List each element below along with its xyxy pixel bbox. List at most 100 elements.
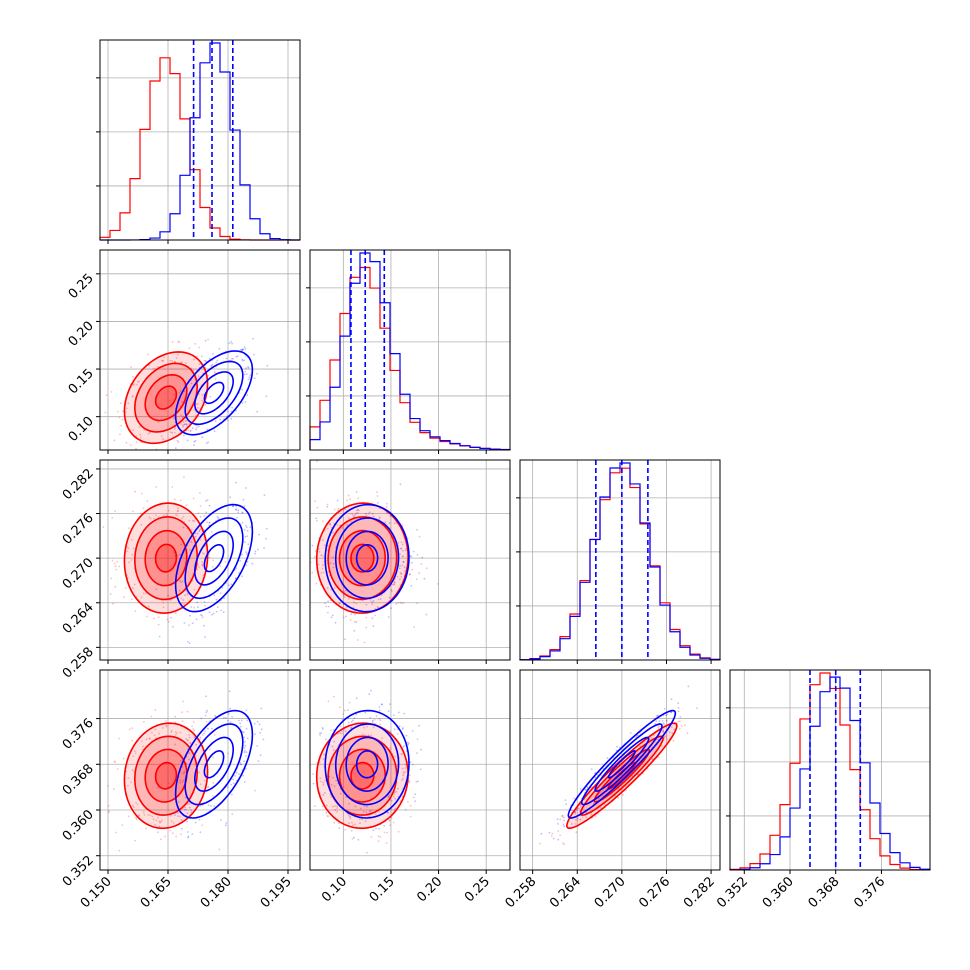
sample-point <box>400 541 403 544</box>
sample-point <box>181 602 183 605</box>
sample-point <box>188 519 191 522</box>
sample-point <box>370 809 372 812</box>
sample-point <box>213 734 216 736</box>
sample-point <box>133 583 136 586</box>
sample-point <box>201 616 204 619</box>
sample-point <box>339 732 342 734</box>
sample-point <box>353 836 355 839</box>
sample-point <box>561 814 564 817</box>
sample-point <box>198 363 201 365</box>
sample-point <box>176 732 178 735</box>
y-tick-label: 0.376 <box>60 716 97 753</box>
sample-point <box>259 754 262 757</box>
sample-point <box>127 777 130 779</box>
sample-point <box>171 832 174 835</box>
sample-point <box>253 722 256 725</box>
sample-point <box>349 817 352 819</box>
sample-point <box>169 431 172 434</box>
sample-point <box>253 353 255 356</box>
sample-point <box>159 821 161 824</box>
sample-point <box>223 717 225 719</box>
sample-point <box>684 724 686 727</box>
sample-point <box>236 516 238 519</box>
sample-point <box>184 423 186 426</box>
histogram-series-0 <box>729 676 931 871</box>
sample-point <box>357 838 360 841</box>
sample-point <box>131 769 134 771</box>
sample-point <box>393 793 396 795</box>
sample-point <box>109 593 112 596</box>
sample-point <box>594 776 597 779</box>
sample-point <box>324 779 326 782</box>
sample-point <box>207 338 210 341</box>
sample-point <box>165 720 167 722</box>
sample-point <box>359 822 361 825</box>
sample-point <box>132 804 134 807</box>
sample-point <box>178 589 181 592</box>
sample-point <box>200 717 203 720</box>
sample-point <box>116 560 119 563</box>
sample-point <box>344 589 347 592</box>
sample-point <box>215 610 218 613</box>
axes-frame <box>309 669 511 871</box>
sample-point <box>181 780 184 783</box>
sample-point <box>596 774 599 776</box>
sample-point <box>185 808 188 811</box>
sample-point <box>192 519 194 522</box>
sample-point <box>338 602 341 605</box>
sample-point <box>392 795 395 798</box>
sample-point <box>345 796 347 799</box>
scatter-panel-2-1 <box>309 459 511 664</box>
sample-point <box>392 714 395 716</box>
sample-point <box>256 372 258 375</box>
sample-point <box>243 505 246 508</box>
sample-point <box>125 441 128 444</box>
sample-point <box>131 598 133 601</box>
sample-point <box>138 380 140 383</box>
sample-point <box>154 367 156 370</box>
sample-point <box>665 720 668 722</box>
sample-point <box>215 598 218 601</box>
sample-point <box>132 547 135 550</box>
sample-point <box>183 390 186 393</box>
sample-point <box>183 384 186 386</box>
sample-point <box>243 541 246 543</box>
sample-point <box>356 639 359 641</box>
sample-point <box>114 565 117 568</box>
sample-point <box>249 526 252 528</box>
sample-point <box>207 374 210 377</box>
sample-point <box>171 486 174 488</box>
sample-point <box>153 517 155 520</box>
sample-point <box>208 556 211 559</box>
sample-point <box>188 806 191 809</box>
sample-point <box>241 522 244 524</box>
sample-point <box>364 512 367 515</box>
sample-point <box>402 602 405 604</box>
contour-series-0 <box>174 503 254 613</box>
sample-point <box>191 427 194 429</box>
sample-point <box>169 399 171 402</box>
sample-point <box>400 753 403 755</box>
sample-point <box>210 365 213 367</box>
sample-point <box>131 453 133 455</box>
x-tick-label: 0.276 <box>636 874 673 911</box>
sample-point <box>173 360 176 363</box>
sample-point <box>388 596 391 599</box>
sample-point <box>672 739 675 742</box>
histogram-series-1 <box>519 467 721 661</box>
sample-point <box>188 642 191 644</box>
sample-point <box>245 526 248 529</box>
sample-point <box>407 743 410 746</box>
sample-point <box>663 735 666 738</box>
sample-point <box>240 348 243 351</box>
sample-point <box>325 605 327 608</box>
sample-point <box>205 711 208 714</box>
sample-point <box>186 592 189 595</box>
sample-point <box>124 587 127 589</box>
sample-point <box>322 571 325 574</box>
sample-point <box>201 552 204 555</box>
x-tick-label: 0.264 <box>547 874 584 911</box>
sample-point <box>394 755 397 758</box>
sample-point <box>629 732 632 734</box>
sample-point <box>134 490 137 493</box>
